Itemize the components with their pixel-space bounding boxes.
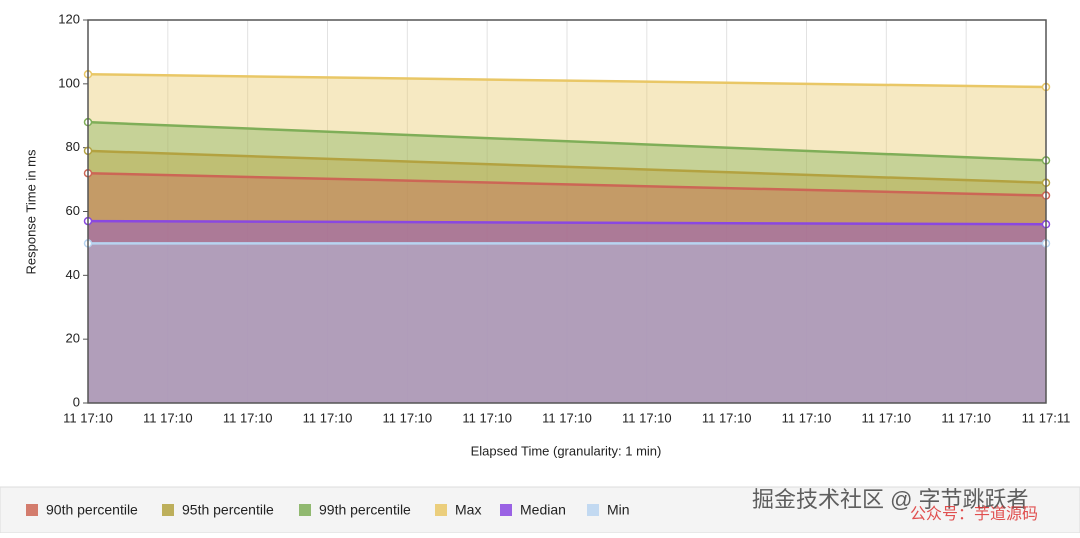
legend-swatch <box>435 504 447 516</box>
x-tick-label: 11 17:10 <box>303 410 353 425</box>
area <box>88 122 1046 403</box>
line <box>87 149 1047 185</box>
x-tick-label: 11 17:10 <box>143 410 193 425</box>
x-tick-label: 11 17:10 <box>63 410 113 425</box>
x-tick-label: 11 17:10 <box>542 410 592 425</box>
x-tick-label: 11 17:10 <box>862 410 912 425</box>
area <box>88 243 1046 403</box>
legend-background <box>0 486 1080 534</box>
x-tick-label: 11 17:10 <box>462 410 512 425</box>
legend-label: 90th percentile <box>46 502 138 518</box>
y-axis-label: Response Time in ms <box>23 149 38 274</box>
y-tick-label: 0 <box>73 394 80 409</box>
y-tick-label: 60 <box>66 203 80 218</box>
legend-swatch <box>26 504 38 516</box>
line <box>87 120 1047 162</box>
legend-swatch <box>500 504 512 516</box>
area <box>88 74 1046 403</box>
x-tick-label: 11 17:10 <box>702 410 752 425</box>
y-tick-label: 120 <box>58 11 80 26</box>
x-axis-label: Elapsed Time (granularity: 1 min) <box>471 443 662 458</box>
plot-frame <box>87 19 1047 404</box>
legend-label: 99th percentile <box>319 502 411 518</box>
watermark: 掘金技术社区 @ 字节跳跃者 <box>752 487 1029 512</box>
x-tick-label: 11 17:10 <box>383 410 433 425</box>
legend-label: 95th percentile <box>182 502 274 518</box>
x-tick-label: 11 17:10 <box>223 410 273 425</box>
line <box>87 219 1047 226</box>
legend-swatch <box>587 504 599 516</box>
y-tick-label: 80 <box>66 139 80 154</box>
line <box>87 73 1047 89</box>
area <box>88 173 1046 403</box>
legend-label: Min <box>607 502 630 518</box>
legend-swatch <box>299 504 311 516</box>
y-tick-label: 40 <box>66 267 80 282</box>
x-tick-label: 11 17:10 <box>782 410 832 425</box>
watermark: 公众号：芋道源码 <box>910 505 1038 523</box>
y-tick-label: 20 <box>66 331 80 346</box>
area <box>88 150 1046 403</box>
x-tick-label: 11 17:10 <box>622 410 672 425</box>
legend-label: Max <box>455 502 481 518</box>
x-tick-label: 11 17:11 <box>1022 410 1071 425</box>
x-tick-label: 11 17:10 <box>941 410 991 425</box>
line <box>87 171 1047 197</box>
y-tick-label: 100 <box>58 75 80 90</box>
area <box>88 221 1046 403</box>
legend-swatch <box>162 504 174 516</box>
legend-label: Median <box>520 502 566 518</box>
